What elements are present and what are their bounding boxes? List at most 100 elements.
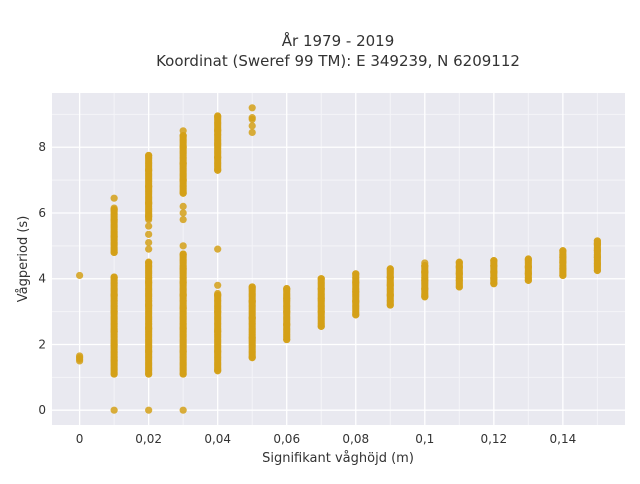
data-point [145,258,153,266]
data-point [145,199,153,207]
data-point [317,275,325,283]
data-point [386,291,394,299]
data-point [145,245,153,253]
data-point [352,311,360,319]
data-point [559,271,567,280]
data-point [214,112,222,120]
data-point [179,242,187,250]
data-point [214,327,222,335]
data-point [593,253,601,261]
data-point [145,370,153,378]
data-point [283,284,291,293]
data-point [559,253,567,261]
data-point [248,314,256,322]
data-point [110,194,118,202]
data-point [179,370,187,378]
x-axis-label: Signifikant våghöjd (m) [262,451,414,466]
x-tick-label: 0,14 [550,432,577,446]
data-point [524,270,532,278]
data-point [593,266,601,275]
data-point [179,143,187,151]
data-point [110,291,118,299]
x-tick-label: 0,1 [415,432,434,446]
data-point [145,212,153,220]
data-point [490,280,498,288]
data-point [145,324,153,332]
data-point [110,327,118,335]
data-point [248,104,256,112]
data-point [145,222,153,230]
data-point [317,284,325,293]
data-point [110,248,118,257]
data-point [145,347,153,355]
data-point [179,215,187,224]
data-point [110,232,118,240]
data-point [179,209,187,217]
x-tick-label: 0,06 [273,432,300,446]
data-point [214,307,222,316]
x-tick-label: 0,04 [204,432,231,446]
data-point [214,245,222,253]
data-point [559,265,567,273]
data-point [179,406,187,414]
data-point [421,284,429,293]
data-point [214,291,222,299]
x-tick-label: 0 [76,432,84,446]
data-point [248,122,256,130]
data-point [110,206,118,214]
data-point [110,357,118,365]
data-point [179,291,187,299]
data-point [386,265,394,273]
data-point [214,347,222,355]
data-point [421,259,429,267]
data-point [248,354,256,362]
data-point [248,283,256,291]
data-point [421,293,429,301]
data-point [455,276,463,284]
tick-labels: 0 0,02 0,04 0,06 0,08 0,1 0,12 0,14 0 2 4 6 8 [38,140,576,446]
x-tick-label: 0,12 [480,432,507,446]
data-point [76,271,84,280]
x-tick-label: 0,08 [342,432,369,446]
y-tick-label: 4 [38,272,46,286]
data-point [283,307,291,316]
chart-title-line-1: År 1979 - 2019 [282,31,395,50]
data-point [386,281,394,289]
data-point [490,261,498,270]
x-tick-label: 0,02 [135,432,162,446]
data-point [179,202,187,211]
data-point [490,257,498,265]
data-point [559,258,567,266]
data-point [248,128,256,137]
data-point [524,276,532,284]
data-point [179,304,187,312]
data-point [559,247,567,255]
data-point [421,268,429,276]
data-point [179,132,187,140]
data-point [593,247,601,255]
data-point [283,294,291,303]
y-tick-label: 8 [38,140,46,154]
data-point [352,288,360,296]
data-point [145,406,153,414]
data-point [145,301,153,309]
data-point [179,160,187,168]
data-point [524,263,532,271]
data-point [214,367,222,375]
data-point [110,307,118,316]
data-point [179,250,187,258]
data-point [283,321,291,329]
data-point [110,273,118,281]
data-point [248,114,256,122]
data-point [179,324,187,332]
data-point [317,307,325,316]
data-point [214,127,222,135]
data-point [179,347,187,355]
data-point [179,189,187,197]
data-point [317,322,325,330]
y-tick-label: 0 [38,403,46,417]
data-point [593,260,601,268]
data-point [145,278,153,286]
data-point [76,352,84,360]
